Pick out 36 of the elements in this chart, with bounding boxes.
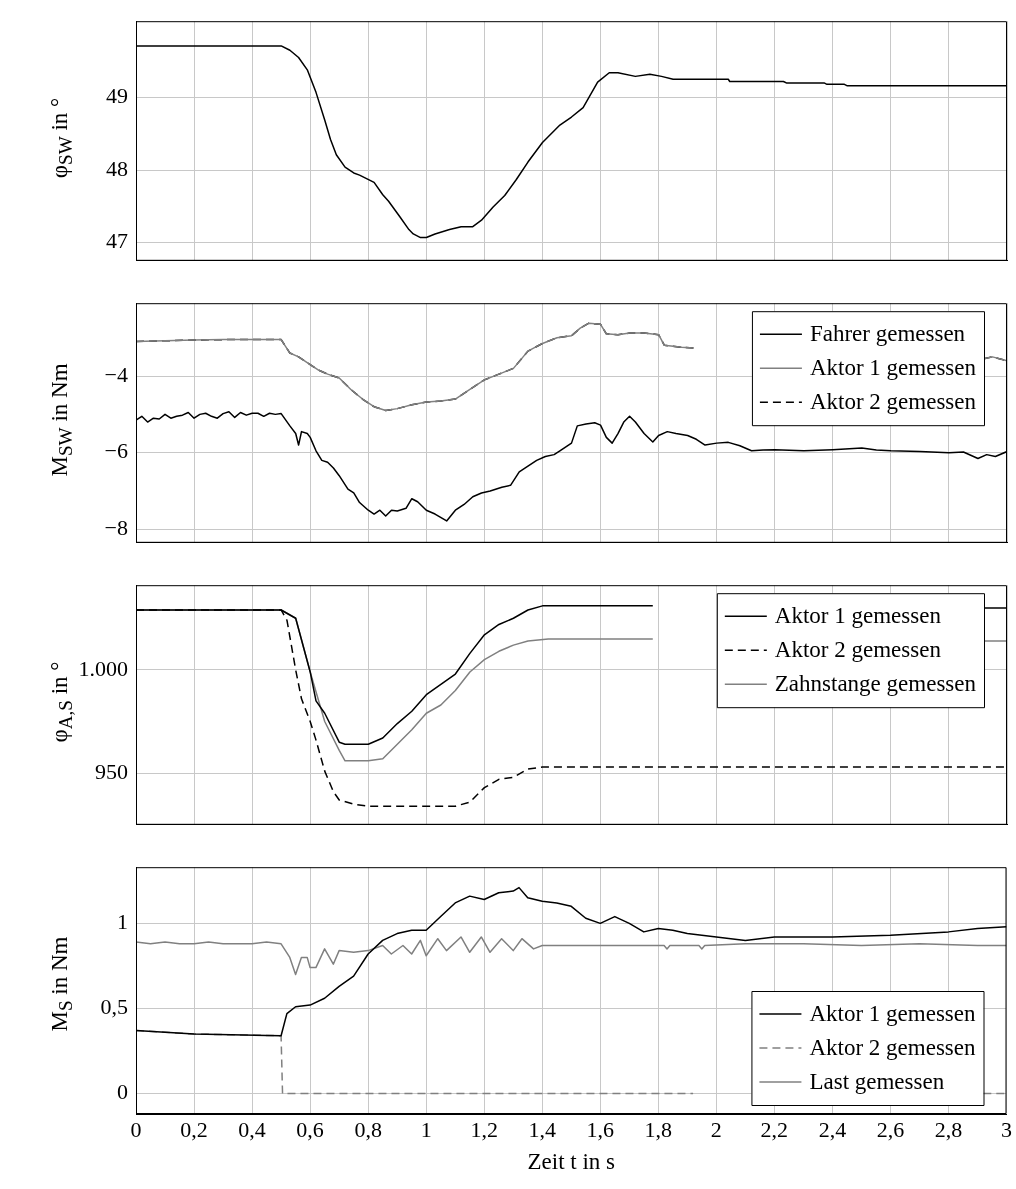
x-tick-label: 1,2 xyxy=(470,1116,498,1142)
x-axis-title: Zeit t in s xyxy=(527,1149,616,1175)
legend-label: Aktor 1 gemessen xyxy=(774,603,942,629)
legend-label: Aktor 2 gemessen xyxy=(809,389,977,415)
x-tick-label: 3 xyxy=(1001,1116,1012,1142)
x-tick-label: 1,8 xyxy=(644,1116,673,1142)
y-tick-label: −6 xyxy=(104,438,128,464)
x-tick-label: 0,4 xyxy=(238,1116,266,1142)
x-tick-label: 1,6 xyxy=(586,1116,615,1142)
legend-label: Last gemessen xyxy=(809,1069,945,1095)
x-tick-label: 2,6 xyxy=(876,1116,905,1142)
legend-label: Zahnstange gemessen xyxy=(774,671,977,697)
legend-label: Aktor 1 gemessen xyxy=(809,355,977,381)
x-tick-label: 1 xyxy=(420,1116,432,1142)
x-tick-label: 0,8 xyxy=(354,1116,382,1142)
y-tick-label: 0,5 xyxy=(100,994,128,1020)
y-tick-label: 1 xyxy=(117,909,128,935)
y-tick-label: 48 xyxy=(106,155,128,181)
legend-label: Aktor 2 gemessen xyxy=(809,1035,976,1061)
y-tick-label: 950 xyxy=(95,758,128,784)
y-tick-label: −4 xyxy=(104,361,128,387)
x-tick-label: 2,2 xyxy=(760,1116,789,1142)
x-tick-label: 0,6 xyxy=(296,1116,324,1142)
y-tick-label: −8 xyxy=(104,515,128,541)
y-tick-label: 47 xyxy=(106,228,128,254)
x-tick-label: 1,4 xyxy=(528,1116,556,1142)
y-tick-label: 0 xyxy=(117,1079,128,1105)
y-tick-label: 1.000 xyxy=(78,655,128,681)
legend-label: Fahrer gemessen xyxy=(809,321,966,347)
legend-label: Aktor 1 gemessen xyxy=(809,1001,976,1027)
y-tick-label: 49 xyxy=(106,83,128,109)
x-tick-label: 2 xyxy=(710,1116,722,1142)
legend-label: Aktor 2 gemessen xyxy=(774,637,942,663)
x-tick-label: 0,2 xyxy=(180,1116,208,1142)
x-tick-label: 2,4 xyxy=(818,1116,847,1142)
x-tick-label: 2,8 xyxy=(934,1116,963,1142)
